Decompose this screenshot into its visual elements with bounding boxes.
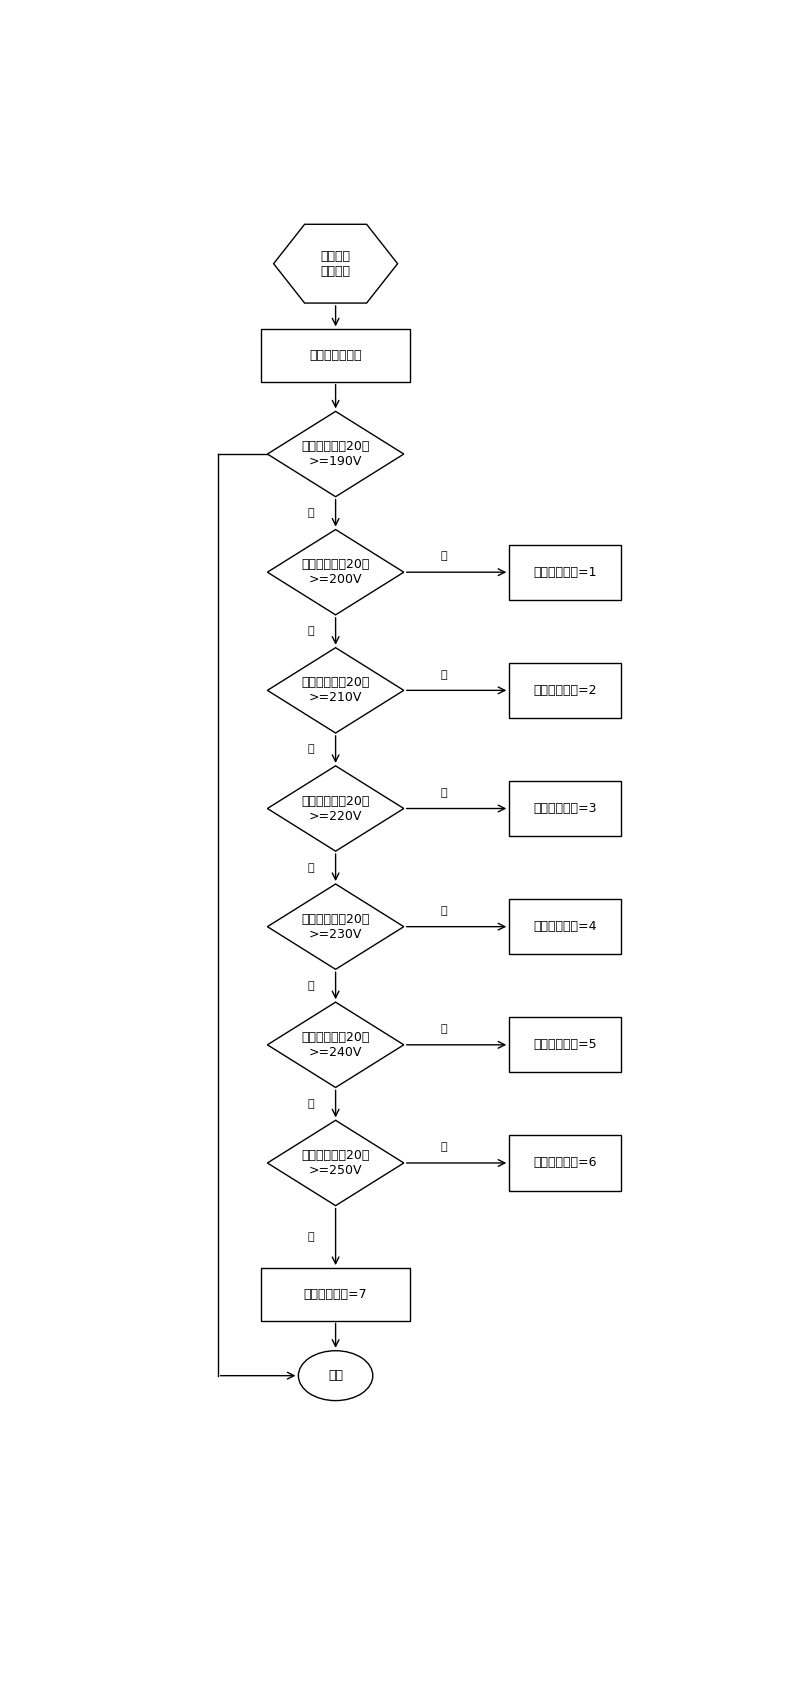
Text: 是: 是 bbox=[307, 745, 314, 754]
Polygon shape bbox=[267, 530, 404, 616]
Text: 是: 是 bbox=[307, 626, 314, 636]
Text: 否: 否 bbox=[441, 1025, 447, 1033]
Polygon shape bbox=[267, 1120, 404, 1205]
Polygon shape bbox=[267, 411, 404, 496]
Text: 电网范围档位=2: 电网范围档位=2 bbox=[534, 684, 597, 697]
Bar bbox=[510, 544, 621, 600]
Polygon shape bbox=[267, 1003, 404, 1088]
Text: 电网范围档位=7: 电网范围档位=7 bbox=[304, 1287, 367, 1301]
Text: 电网范围档位=5: 电网范围档位=5 bbox=[533, 1038, 597, 1052]
Text: 电网电压持续20秒
>=220V: 电网电压持续20秒 >=220V bbox=[302, 795, 370, 822]
Text: 电网电压
范围判断: 电网电压 范围判断 bbox=[321, 249, 350, 278]
Text: 否: 否 bbox=[441, 1142, 447, 1153]
Text: 电网电压持续20秒
>=190V: 电网电压持续20秒 >=190V bbox=[302, 440, 370, 469]
Text: 电网电压持续20秒
>=230V: 电网电压持续20秒 >=230V bbox=[302, 912, 370, 941]
Bar bbox=[510, 1018, 621, 1072]
Polygon shape bbox=[274, 225, 398, 303]
Text: 是: 是 bbox=[307, 508, 314, 518]
Bar bbox=[262, 1269, 410, 1320]
Text: 电网范围档位=1: 电网范围档位=1 bbox=[534, 566, 597, 578]
Text: 电网电压持续20秒
>=240V: 电网电压持续20秒 >=240V bbox=[302, 1032, 370, 1059]
Text: 电网电压持续20秒
>=210V: 电网电压持续20秒 >=210V bbox=[302, 677, 370, 704]
Text: 电网范围档位=3: 电网范围档位=3 bbox=[534, 801, 597, 815]
Polygon shape bbox=[267, 766, 404, 851]
Text: 电网电压有效値: 电网电压有效値 bbox=[310, 350, 362, 361]
Text: 电网范围档位=4: 电网范围档位=4 bbox=[534, 921, 597, 933]
Bar bbox=[510, 899, 621, 955]
Text: 否: 否 bbox=[441, 551, 447, 561]
Text: 是: 是 bbox=[307, 980, 314, 991]
Text: 电网电压持续20秒
>=250V: 电网电压持续20秒 >=250V bbox=[302, 1149, 370, 1176]
Text: 否: 否 bbox=[441, 788, 447, 798]
Text: 否: 否 bbox=[441, 670, 447, 680]
Bar bbox=[510, 781, 621, 835]
Text: 是: 是 bbox=[307, 863, 314, 873]
Text: 结束: 结束 bbox=[328, 1369, 343, 1383]
Text: 电网范围档位=6: 电网范围档位=6 bbox=[534, 1156, 597, 1170]
Bar bbox=[510, 663, 621, 718]
Polygon shape bbox=[267, 648, 404, 733]
Bar bbox=[262, 329, 410, 382]
Polygon shape bbox=[267, 883, 404, 970]
Ellipse shape bbox=[298, 1350, 373, 1400]
Text: 是: 是 bbox=[307, 1100, 314, 1108]
Text: 是: 是 bbox=[307, 1231, 314, 1241]
Text: 电网电压持续20秒
>=200V: 电网电压持续20秒 >=200V bbox=[302, 558, 370, 587]
Bar bbox=[510, 1136, 621, 1190]
Text: 否: 否 bbox=[441, 905, 447, 916]
